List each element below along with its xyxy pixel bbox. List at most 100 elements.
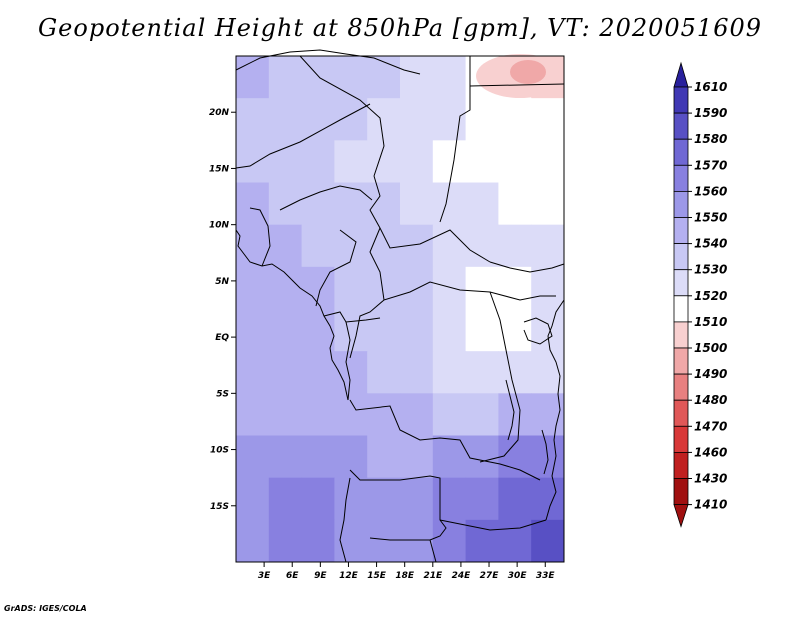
border-car [369,227,556,301]
field-cell [367,182,401,226]
colorbar-swatch [673,190,689,218]
x-tick-label: 6E [286,571,299,581]
field-cell [498,98,532,141]
colorbar-swatch [673,164,689,192]
field-cell [367,309,401,352]
field-cell [400,435,434,479]
field-cell [334,224,368,268]
field-cell [236,224,270,268]
field-cell [498,351,532,394]
field-cell [268,351,303,394]
field-cell [531,182,565,226]
field-cell [400,309,434,352]
field-cell [465,224,499,268]
field-cell [236,477,270,521]
field-cell [268,477,303,521]
field-cell [367,266,401,310]
colorbar-label: 1610 [694,80,727,94]
field-cell [268,519,303,563]
field-cell [498,435,532,479]
field-cell [531,224,565,268]
grads-credit: GrADS: IGES/COLA [4,604,87,613]
border-sahara-1 [235,49,421,75]
field-cell [301,393,335,436]
field-cell [498,477,532,521]
field-cell [400,519,434,563]
y-tick-label: 10N [209,221,230,231]
field-cell [432,309,467,352]
colorbar-label: 1540 [694,237,727,251]
field-cell [268,309,303,352]
field-cell [465,351,499,394]
field-cell [334,393,368,436]
colorbar-label: 1590 [694,106,727,120]
field-cell [432,266,467,310]
colorbar-swatch [673,112,689,140]
y-tick-label: 15N [209,164,230,174]
colorbar-label: 1470 [694,419,727,433]
border-angola [349,399,541,481]
field-cell [301,224,335,268]
colorbar-bottom-arrow [673,504,689,528]
field-cell [400,98,434,141]
colorbar-swatch [673,295,689,323]
x-axis: 3E 6E 9E 12E 15E 18E 21E 24E 27E 30E 33E [258,562,556,581]
x-tick-label: 12E [339,571,359,581]
border-southern [429,539,437,563]
coastline-west [235,229,349,401]
field-cell [301,435,335,479]
y-tick-label: 5N [215,277,229,287]
field-cell [531,266,565,310]
lake-malawi [541,429,549,475]
colorbar-swatch [673,478,689,506]
field-cell [268,98,303,141]
x-tick-label: 30E [508,571,528,581]
colorbar-swatch [673,86,689,114]
colorbar-label: 1480 [694,393,727,407]
field-cell [432,140,467,183]
field-cell [498,266,532,310]
country-borders [235,49,565,563]
x-tick-label: 33E [536,571,556,581]
field-cell [236,266,270,310]
colorbar-swatch [673,138,689,166]
field-cell [334,435,368,479]
field-cell [334,140,368,183]
field-cell [465,393,499,436]
border-sahara-3 [235,103,371,169]
colorbar-swatch [673,217,689,245]
field-cell [400,393,434,436]
colorbar-label: 1460 [694,445,727,459]
y-axis: 20N 15N 10N 5N EQ 5S 10S 15S [209,108,236,512]
colorbar-label: 1520 [694,289,727,303]
lake-tanganyika [505,379,515,441]
field-cell [465,140,499,183]
y-tick-label: EQ [215,333,229,343]
field-cell [465,435,499,479]
y-tick-label: 10S [210,446,229,456]
colorbar-label: 1500 [694,341,727,355]
border-namibia [339,477,351,563]
field-cell [367,519,401,563]
field-cell [465,519,499,563]
field-cell [400,351,434,394]
field-cell [236,98,270,141]
border-congo [345,321,351,401]
field-cell [465,309,499,352]
field-cell [367,351,401,394]
field-cell [301,56,335,99]
colorbar-swatch [673,321,689,349]
field-cell [236,140,270,183]
field-cell [367,393,401,436]
field-cell [432,435,467,479]
field-cell [432,182,467,226]
field-cell [400,182,434,226]
field-cell [432,56,467,99]
colorbar-label: 1410 [694,498,727,512]
x-tick-label: 3E [258,571,271,581]
field-cell [334,98,368,141]
colorbar-label: 1490 [694,367,727,381]
field-cell [301,98,335,141]
field-cell [301,477,335,521]
field-cell [236,519,270,563]
